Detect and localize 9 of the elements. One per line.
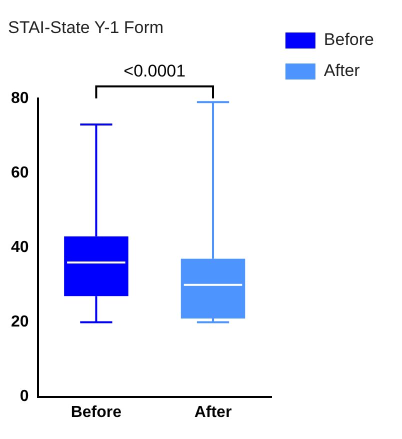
y-tick-label: 20 xyxy=(11,314,29,331)
y-tick-label: 0 xyxy=(20,388,29,406)
text: <0.0001 xyxy=(124,62,186,81)
y-tick-label: 80 xyxy=(11,90,29,107)
y-tick-label: 60 xyxy=(11,164,29,182)
legend-label: After xyxy=(324,61,360,80)
y-tick-label: 40 xyxy=(11,239,29,256)
legend-label: Before xyxy=(324,30,374,50)
chart-title: STAI-State Y-1 Form xyxy=(8,18,164,37)
